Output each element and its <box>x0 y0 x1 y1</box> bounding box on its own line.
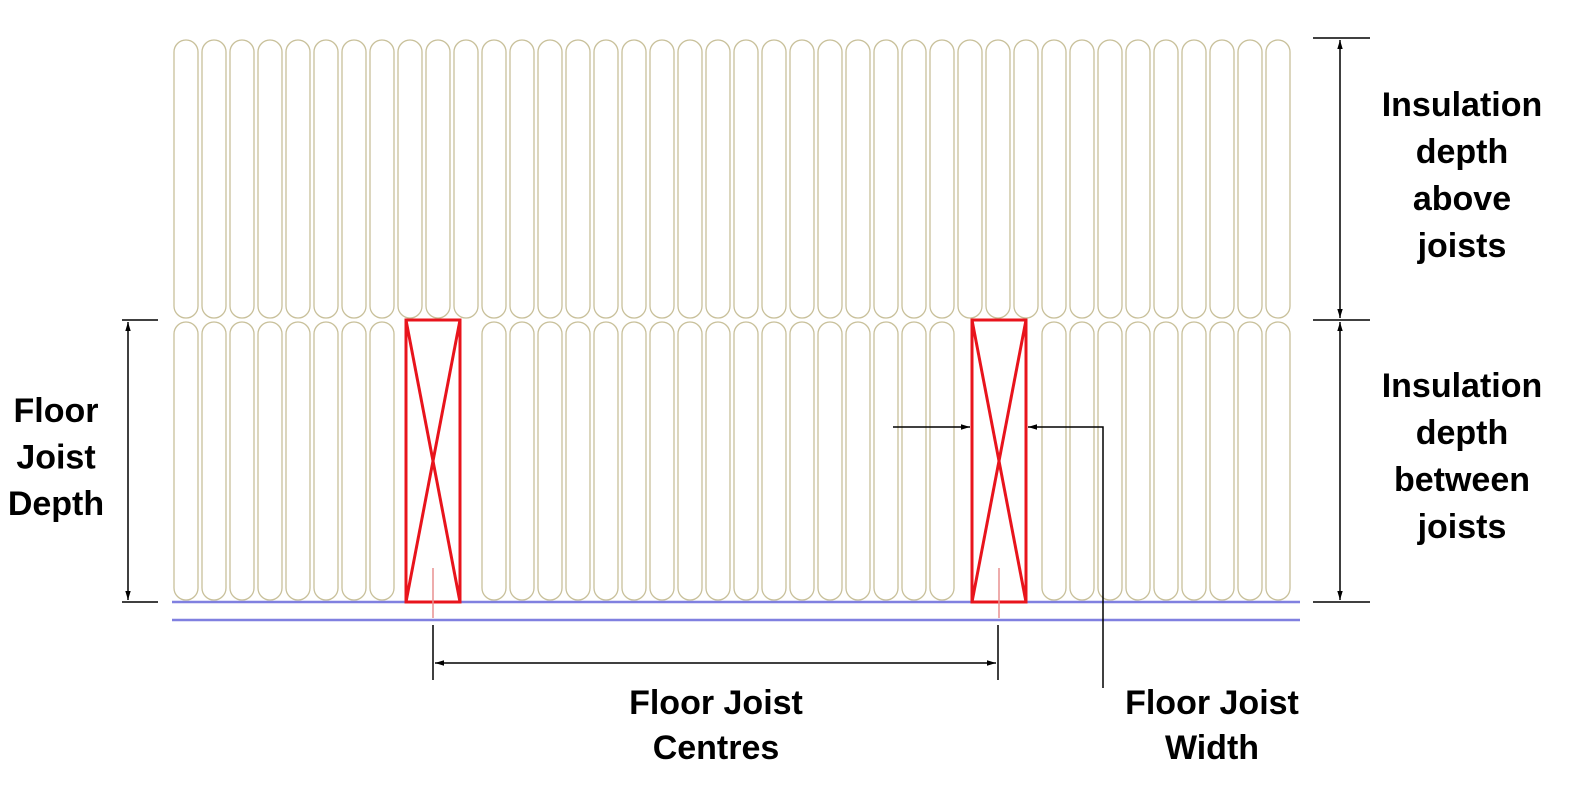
label-line: joists <box>1417 508 1507 546</box>
insulation-loop <box>845 321 871 601</box>
insulation-loop <box>929 321 955 601</box>
insulation-loop <box>257 39 283 319</box>
insulation-loop <box>173 39 199 319</box>
insulation-loop <box>1265 321 1291 601</box>
insulation-loop <box>257 321 283 601</box>
insulation-loop <box>1265 39 1291 319</box>
insulation-loop <box>453 39 479 319</box>
insulation-loop <box>649 39 675 319</box>
insulation-loop <box>1153 321 1179 601</box>
dimension-lines <box>122 37 1370 688</box>
insulation-loop <box>1125 39 1151 319</box>
label-line: Insulation <box>1382 86 1543 124</box>
insulation-loop <box>957 39 983 319</box>
insulation-loop <box>341 39 367 319</box>
insulation-loop <box>481 321 507 601</box>
joist <box>970 318 1028 604</box>
insulation-loop <box>705 321 731 601</box>
insulation-loop <box>817 39 843 319</box>
insulation-loop <box>1181 321 1207 601</box>
insulation-loop <box>509 321 535 601</box>
insulation-loop <box>1069 321 1095 601</box>
insulation-loop <box>761 321 787 601</box>
label-line: Depth <box>8 485 104 523</box>
insulation-loop <box>1181 39 1207 319</box>
label-line: Centres <box>653 729 780 767</box>
insulation-loop <box>173 321 199 601</box>
insulation-loop <box>397 39 423 319</box>
insulation-loop <box>845 39 871 319</box>
insulation-loop <box>705 39 731 319</box>
insulation-loop <box>789 321 815 601</box>
insulation-loop <box>789 39 815 319</box>
insulation-loop <box>201 39 227 319</box>
insulation-loop <box>649 321 675 601</box>
insulation-loop <box>313 321 339 601</box>
insulation-loop <box>901 39 927 319</box>
insulation-loop <box>201 321 227 601</box>
insulation-loop <box>425 39 451 319</box>
insulation-loop <box>1041 321 1067 601</box>
label-line: depth <box>1416 414 1509 452</box>
insulation-loop <box>985 39 1011 319</box>
insulation-loop <box>621 39 647 319</box>
label-line: Joist <box>16 438 95 476</box>
insulation-loop <box>313 39 339 319</box>
insulation-loop <box>901 321 927 601</box>
insulation-loop <box>677 39 703 319</box>
insulation-loop <box>593 39 619 319</box>
insulation-loop <box>481 39 507 319</box>
label-line: Width <box>1165 729 1259 767</box>
insulation-loop <box>1097 39 1123 319</box>
label-line: Floor <box>14 392 99 430</box>
insulation <box>173 39 1291 601</box>
insulation-loop <box>285 39 311 319</box>
label-line: Floor Joist <box>629 684 803 722</box>
insulation-loop <box>537 321 563 601</box>
insulation-loop <box>1013 39 1039 319</box>
insulation-loop <box>677 321 703 601</box>
insulation-loop <box>1237 321 1263 601</box>
insulation-loop <box>369 321 395 601</box>
label-line: Floor Joist <box>1125 684 1299 722</box>
insulation-loop <box>1041 39 1067 319</box>
insulation-loop <box>565 321 591 601</box>
insulation-loop <box>929 39 955 319</box>
insulation-loop <box>1153 39 1179 319</box>
insulation-loop <box>733 39 759 319</box>
insulation-loop <box>1209 39 1235 319</box>
label-line: above <box>1413 180 1511 218</box>
insulation-loop <box>873 321 899 601</box>
insulation-loop <box>1237 39 1263 319</box>
label-line: between <box>1394 461 1530 499</box>
insulation-loop <box>565 39 591 319</box>
insulation-loop <box>621 321 647 601</box>
insulation-loop <box>733 321 759 601</box>
labels: Insulation depth above joists Insulation dept… <box>8 86 1542 767</box>
insulation-loop <box>285 321 311 601</box>
insulation-loop <box>1097 321 1123 601</box>
insulation-loop <box>817 321 843 601</box>
insulation-loop <box>873 39 899 319</box>
insulation-loop <box>229 39 255 319</box>
insulation-loop <box>761 39 787 319</box>
joist <box>404 318 462 604</box>
label-line: joists <box>1417 227 1507 265</box>
screw <box>432 568 1000 618</box>
insulation-loop <box>537 39 563 319</box>
insulation-loop <box>1209 321 1235 601</box>
insulation-loop <box>593 321 619 601</box>
insulation-loop <box>341 321 367 601</box>
label-line: Insulation <box>1382 367 1543 405</box>
insulation-loop <box>509 39 535 319</box>
insulation-loop <box>1125 321 1151 601</box>
insulation-loop <box>1069 39 1095 319</box>
insulation-loop <box>229 321 255 601</box>
insulation-loop <box>369 39 395 319</box>
label-line: depth <box>1416 133 1509 171</box>
